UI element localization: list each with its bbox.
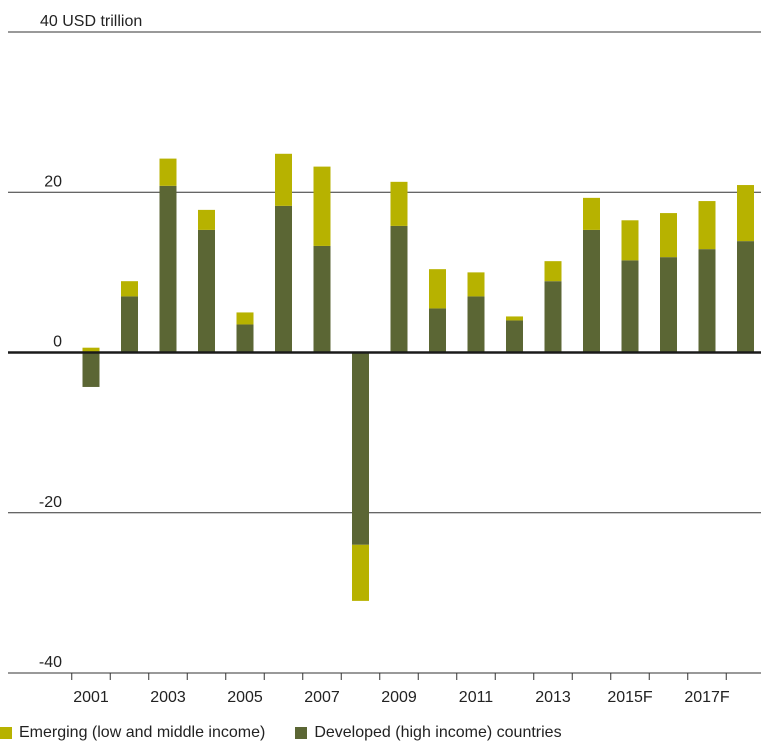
legend-label-developed: Developed (high income) countries	[314, 724, 562, 741]
bar-emerging-2007	[313, 166, 331, 246]
y-tick-label: 40 USD trillion	[40, 13, 142, 30]
legend-swatch-emerging	[0, 727, 12, 739]
x-tick-label: 2007	[304, 689, 340, 706]
x-tick-label: 2003	[150, 689, 186, 706]
y-tick-label: 20	[44, 173, 62, 190]
bar-developed-2001	[82, 352, 100, 387]
bar-developed-2002	[121, 296, 138, 353]
bar-developed-2007	[313, 245, 331, 353]
x-tick-label: 2001	[73, 689, 109, 706]
bar-emerging-2002	[121, 281, 138, 297]
y-tick-label: -20	[39, 494, 62, 511]
bar-emerging-2006	[275, 153, 292, 206]
bar-emerging-2009	[390, 181, 408, 226]
x-tick-label: 2015F	[607, 689, 653, 706]
bar-developed-2010	[429, 308, 446, 353]
bar-emerging-2003	[159, 158, 177, 186]
legend-item-developed: Developed (high income) countries	[295, 724, 562, 742]
gridlines	[8, 31, 761, 674]
bar-emerging-2017F	[698, 201, 716, 250]
chart-legend: Emerging (low and middle income) Develop…	[0, 724, 592, 742]
bar-developed-2012	[506, 320, 523, 353]
bar-developed-2014	[583, 229, 600, 353]
x-tick-label: 2017F	[684, 689, 730, 706]
x-tick-label: 2009	[381, 689, 417, 706]
bar-developed-2013	[544, 281, 562, 353]
y-tick-label: 0	[53, 334, 62, 351]
bar-developed-2009	[390, 225, 408, 353]
x-tick-label: 2005	[227, 689, 263, 706]
legend-item-emerging: Emerging (low and middle income)	[0, 724, 265, 742]
bar-emerging-2016F	[660, 213, 677, 258]
bar-developed-2005	[236, 324, 254, 353]
stacked-bar-chart: 40 USD trillion 20 0 -20 -40 2001 2003 2005 2007…	[8, 13, 761, 706]
bar-emerging-2001	[82, 347, 100, 353]
bars	[82, 153, 754, 601]
bar-emerging-2005	[236, 312, 254, 325]
bar-developed-2004	[198, 229, 215, 353]
bar-developed-2003	[159, 185, 177, 353]
bar-emerging-2010	[429, 269, 446, 309]
y-tick-label: -40	[39, 654, 62, 671]
bar-developed-2017F	[698, 249, 716, 353]
bar-developed-2011	[467, 296, 485, 353]
bar-emerging-2008	[352, 544, 369, 601]
bar-developed-2006	[275, 205, 292, 353]
x-tick-label: 2011	[459, 689, 494, 706]
legend-swatch-developed	[295, 727, 308, 739]
bar-emerging-2011	[467, 272, 485, 297]
bar-developed-2018F	[737, 241, 754, 353]
legend-label-emerging: Emerging (low and middle income)	[19, 724, 266, 741]
bar-emerging-2004	[198, 209, 215, 230]
bar-emerging-2015F	[621, 220, 639, 261]
bar-developed-2016F	[660, 257, 677, 353]
bar-developed-2008	[352, 352, 369, 545]
bar-emerging-2012	[506, 316, 523, 321]
tick-labels: 40 USD trillion 20 0 -20 -40 2001 2003 2005 2007…	[39, 13, 730, 706]
bar-emerging-2013	[544, 261, 562, 282]
axes	[8, 351, 761, 680]
x-tick-label: 2013	[535, 689, 571, 706]
bar-developed-2015F	[621, 260, 639, 353]
bar-emerging-2018F	[737, 185, 754, 242]
bar-emerging-2014	[583, 197, 600, 230]
